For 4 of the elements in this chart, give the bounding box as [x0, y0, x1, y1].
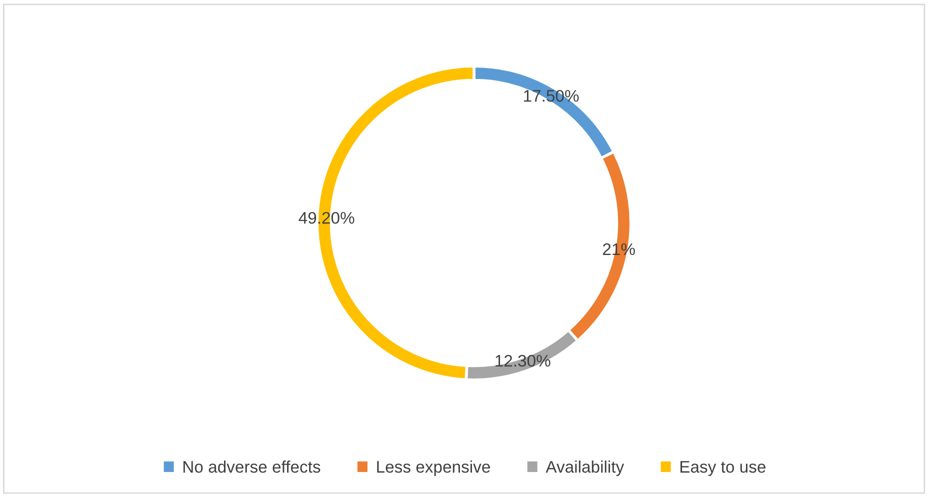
legend-label: Easy to use [680, 461, 766, 476]
legend-label: Availability [546, 460, 624, 476]
legend-label: Less expensive [377, 460, 490, 476]
legend-label: No adverse effects [184, 460, 320, 473]
